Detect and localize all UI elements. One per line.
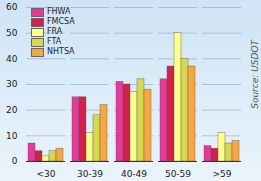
svg-text:40-49: 40-49 <box>121 169 147 179</box>
svg-text:<30: <30 <box>37 169 56 179</box>
svg-text:30: 30 <box>6 79 18 89</box>
svg-text:>59: >59 <box>213 169 232 179</box>
svg-text:60: 60 <box>6 2 18 12</box>
svg-text:30-39: 30-39 <box>77 169 103 179</box>
html-text:Source: USDOT: Source: USDOT <box>250 40 260 109</box>
html-text:NHTSA: NHTSA <box>47 47 75 56</box>
svg-text:50-59: 50-59 <box>165 169 191 179</box>
svg-text:40: 40 <box>6 54 18 64</box>
html-text:FHWA: FHWA <box>47 7 71 16</box>
svg-text:20: 20 <box>6 105 18 115</box>
html-text:FTA: FTA <box>47 37 62 46</box>
svg-text:10: 10 <box>6 131 18 141</box>
svg-text:50: 50 <box>6 28 18 38</box>
html-text:FMCSA: FMCSA <box>47 17 75 26</box>
svg-text:0: 0 <box>12 156 18 166</box>
html-text:FRA: FRA <box>47 27 63 36</box>
